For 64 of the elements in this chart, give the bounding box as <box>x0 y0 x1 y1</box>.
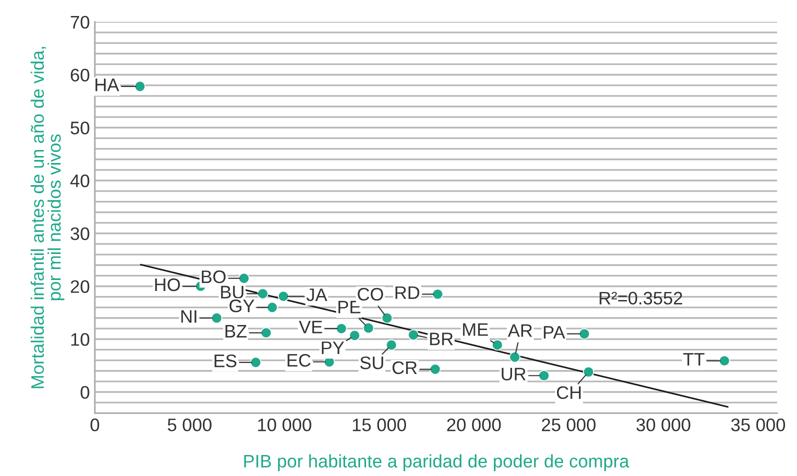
annotation: BO <box>202 270 226 284</box>
point <box>260 327 272 338</box>
annotation: VE <box>298 320 322 334</box>
annotation: TT <box>683 353 704 366</box>
point <box>257 288 268 300</box>
point <box>362 322 374 334</box>
annotation: JA <box>306 288 328 302</box>
annotation: HO <box>155 278 180 292</box>
y-tick-label: 60 <box>70 68 90 82</box>
annotation: RD <box>396 286 420 299</box>
point <box>492 339 503 351</box>
point <box>336 323 347 334</box>
annotation: EC <box>288 354 311 367</box>
point <box>386 339 397 351</box>
y-tick-label: 20 <box>70 280 90 293</box>
x-tick-label: 25 000 <box>542 418 596 432</box>
x-tick-label: 20 000 <box>447 418 501 432</box>
annotation: ME <box>463 323 488 336</box>
y-tick-label: 0 <box>80 386 90 399</box>
x-tick-label: 35 000 <box>731 418 786 432</box>
point <box>278 290 289 302</box>
annotation: PY <box>322 342 344 354</box>
point <box>718 355 730 366</box>
x-tick-label: 0 <box>90 418 100 432</box>
point <box>349 330 360 342</box>
point <box>432 288 444 300</box>
annotation: NI <box>181 310 196 323</box>
annotation: CH <box>556 386 581 399</box>
x-tick-label: 15 000 <box>352 418 406 432</box>
point <box>238 272 250 284</box>
annotation: AR <box>508 324 532 337</box>
annotation: BU <box>221 286 244 299</box>
y-tick-label: 50 <box>70 122 90 134</box>
point <box>582 366 594 378</box>
annotation: HA <box>96 78 120 92</box>
y-axis-title: Mortalidad infantil antes de un año de vida, por mil nacidos vivos <box>30 46 64 388</box>
annotation: PA <box>544 326 566 339</box>
point <box>211 312 222 324</box>
x-axis-title: PIB por habitante a paridad de poder de compra <box>244 454 630 472</box>
annotation: ES <box>214 354 236 368</box>
y-tick-label: 70 <box>70 16 90 29</box>
annotation: R²=0.3552 <box>600 292 682 305</box>
y-tick-label: 30 <box>70 227 90 240</box>
annotation: SU <box>360 356 384 370</box>
point <box>250 356 262 368</box>
x-tick-label: 10 000 <box>258 418 312 432</box>
point <box>538 370 550 382</box>
annotation: CR <box>392 361 417 374</box>
y-tick-label: 10 <box>71 333 90 346</box>
x-tick-label: 30 000 <box>636 418 690 432</box>
annotation: GY <box>230 299 254 312</box>
x-tick-label: 5 000 <box>168 418 212 432</box>
annotation: BZ <box>226 325 247 338</box>
annotation: BR <box>430 332 453 346</box>
annotation: UR <box>502 368 526 380</box>
point <box>381 312 393 324</box>
y-tick-label: 40 <box>70 174 90 188</box>
point <box>266 302 278 313</box>
point <box>430 364 441 375</box>
point <box>578 328 590 340</box>
annotation: CO <box>358 288 384 301</box>
point <box>408 329 419 340</box>
point <box>134 80 146 92</box>
point <box>509 352 520 363</box>
